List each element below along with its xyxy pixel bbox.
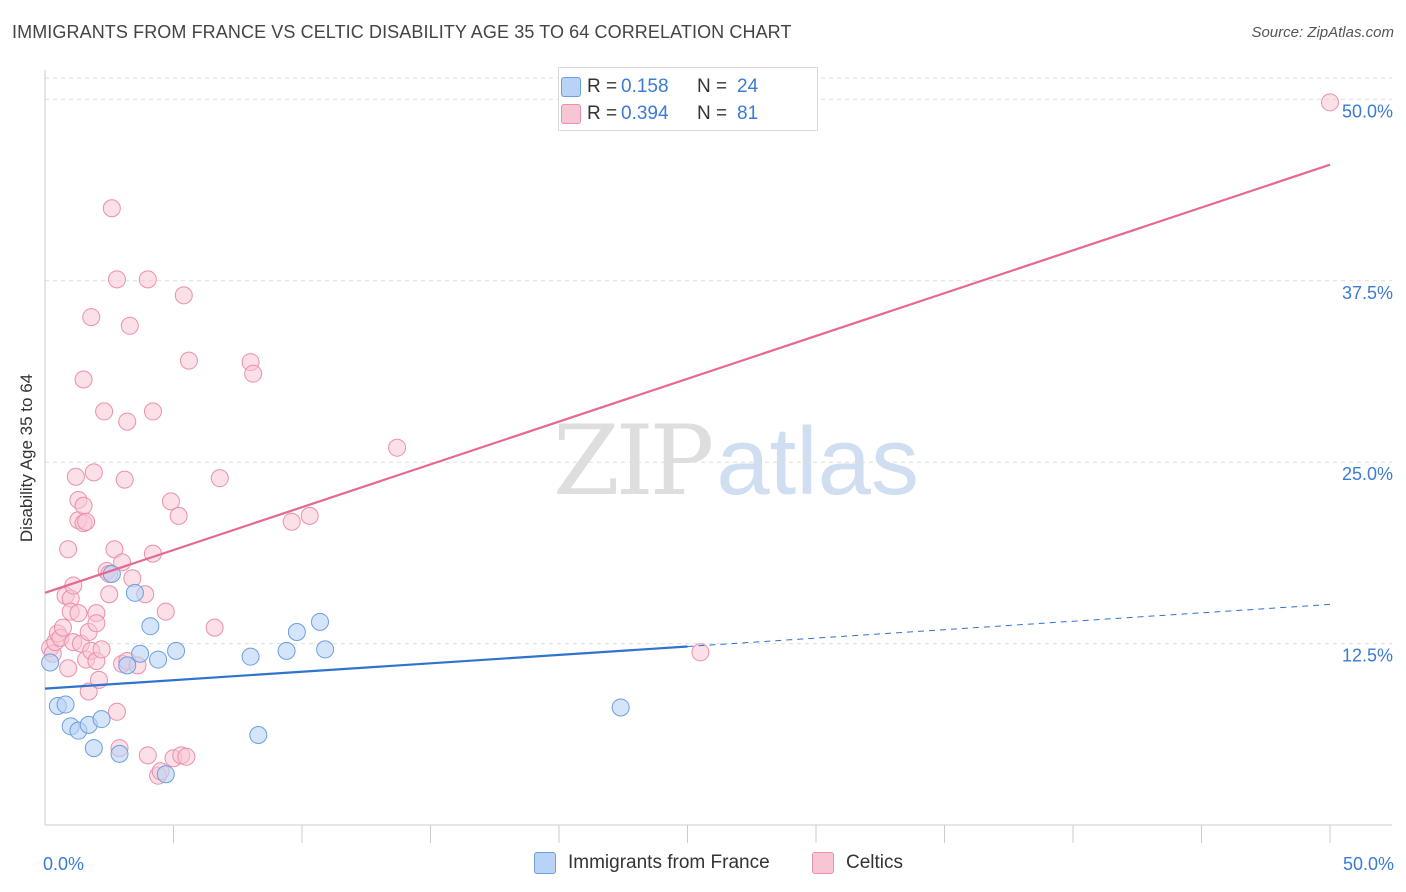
france-point [156, 765, 175, 784]
legend-swatch-blue [534, 852, 556, 874]
france-point [131, 644, 150, 663]
france-point [41, 653, 60, 672]
legend-label-celtics: Celtics [846, 852, 904, 873]
celtics-point [77, 512, 96, 531]
celtics-point [138, 270, 157, 289]
celtics-point [205, 618, 224, 637]
celtics-point [59, 659, 78, 678]
celtics-point [179, 351, 198, 370]
celtics-point [107, 702, 126, 721]
france-point [125, 583, 144, 602]
n-value: 81 [737, 103, 759, 124]
celtics-point [169, 506, 188, 525]
source-label: Source: ZipAtlas.com [1251, 24, 1394, 41]
france-point [92, 710, 111, 729]
france-point [287, 622, 306, 641]
france-point [316, 640, 335, 659]
france-point [241, 647, 260, 666]
legend-row-france: R = 0.158 N = 24 [561, 74, 759, 100]
legend-swatch-pink [561, 104, 581, 124]
france-point [167, 641, 186, 660]
celtics-point [53, 618, 72, 637]
france-point [277, 641, 296, 660]
r-value: 0.158 [621, 76, 669, 97]
france-point [110, 744, 129, 763]
celtics-point [244, 364, 263, 383]
celtics-point [92, 640, 111, 659]
r-value: 0.394 [621, 103, 669, 124]
celtics-point [79, 682, 98, 701]
celtics-point [691, 643, 710, 662]
chart-title: IMMIGRANTS FROM FRANCE VS CELTIC DISABIL… [12, 22, 792, 42]
celtics-point [174, 286, 193, 305]
celtics-point [177, 747, 196, 766]
france-point [249, 726, 268, 745]
x-tick-label: 50.0% [1343, 854, 1394, 874]
celtics-point [138, 746, 157, 765]
y-tick-label: 50.0% [1342, 101, 1393, 121]
celtics-point [102, 199, 121, 218]
celtics-point [115, 470, 134, 489]
celtics-point [1321, 93, 1339, 112]
legend-swatch-pink [812, 852, 834, 874]
celtics-point [82, 308, 101, 327]
celtics-point [300, 506, 319, 525]
n-label: N = [697, 76, 728, 97]
france-point [118, 656, 137, 675]
correlation-legend: R = 0.158 N = 24 R = 0.394 N = 81 [558, 67, 818, 131]
celtics-point [69, 604, 88, 623]
r-label: R = [587, 103, 618, 124]
legend-swatch-blue [561, 77, 581, 97]
france-point [310, 612, 329, 631]
france-point [56, 695, 75, 714]
r-label: R = [587, 76, 618, 97]
series-legend: Immigrants from France Celtics [0, 852, 1406, 878]
celtics-point [282, 512, 301, 531]
celtics-point [210, 469, 229, 488]
y-tick-label: 25.0% [1342, 464, 1393, 484]
celtics-point [74, 496, 93, 515]
celtics-point [161, 492, 180, 511]
legend-row-celtics: R = 0.394 N = 81 [561, 101, 759, 127]
france-trendline [44, 645, 688, 690]
watermark-atlas: atlas [716, 408, 919, 515]
celtics-point [84, 463, 103, 482]
watermark-zip: ZIP [553, 405, 714, 517]
celtics-point [59, 540, 78, 559]
france-point [611, 698, 630, 717]
celtics-point [100, 585, 119, 604]
y-tick-label: 12.5% [1342, 646, 1393, 666]
celtics-point [156, 602, 175, 621]
france-point [141, 617, 160, 636]
celtics-point [74, 370, 93, 389]
celtics-trendline [44, 163, 1331, 594]
legend-label-france: Immigrants from France [568, 852, 770, 873]
france-trendline-extension [687, 603, 1331, 648]
celtics-point [95, 402, 114, 421]
celtics-point [143, 402, 162, 421]
celtics-point [118, 412, 137, 431]
celtics-point [66, 467, 85, 486]
y-tick-label: 37.5% [1342, 283, 1393, 303]
celtics-point [120, 316, 139, 335]
france-point [84, 739, 103, 758]
celtics-point [107, 270, 126, 289]
celtics-point [388, 438, 407, 457]
legend-item-france: Immigrants from France [534, 852, 770, 874]
n-value: 24 [737, 76, 759, 97]
legend-item-celtics: Celtics [812, 852, 903, 874]
x-tick-label: 0.0% [43, 854, 84, 874]
watermark: ZIPatlas [553, 405, 919, 517]
n-label: N = [697, 103, 728, 124]
france-point [149, 650, 168, 669]
celtics-point [87, 614, 106, 633]
y-axis-label: Disability Age 35 to 64 [17, 373, 36, 543]
